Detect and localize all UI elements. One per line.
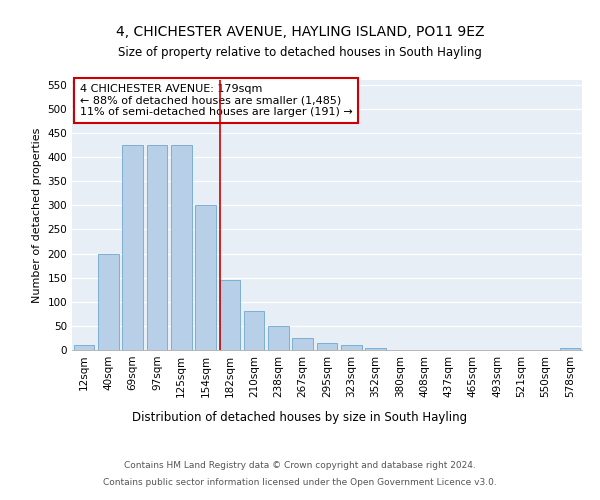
Text: Contains HM Land Registry data © Crown copyright and database right 2024.: Contains HM Land Registry data © Crown c… <box>124 460 476 469</box>
Bar <box>365 348 386 350</box>
Bar <box>220 280 240 350</box>
Bar <box>195 206 216 350</box>
Bar <box>171 145 191 350</box>
Bar <box>98 254 119 350</box>
Bar <box>317 343 337 350</box>
Bar <box>74 345 94 350</box>
Bar <box>244 312 265 350</box>
Bar <box>292 338 313 350</box>
Bar <box>341 345 362 350</box>
Text: 4, CHICHESTER AVENUE, HAYLING ISLAND, PO11 9EZ: 4, CHICHESTER AVENUE, HAYLING ISLAND, PO… <box>116 26 484 40</box>
Y-axis label: Number of detached properties: Number of detached properties <box>32 128 42 302</box>
Text: Distribution of detached houses by size in South Hayling: Distribution of detached houses by size … <box>133 411 467 424</box>
Text: Contains public sector information licensed under the Open Government Licence v3: Contains public sector information licen… <box>103 478 497 487</box>
Bar <box>560 348 580 350</box>
Bar <box>122 145 143 350</box>
Bar <box>146 145 167 350</box>
Bar <box>268 326 289 350</box>
Text: Size of property relative to detached houses in South Hayling: Size of property relative to detached ho… <box>118 46 482 59</box>
Text: 4 CHICHESTER AVENUE: 179sqm
← 88% of detached houses are smaller (1,485)
11% of : 4 CHICHESTER AVENUE: 179sqm ← 88% of det… <box>80 84 352 117</box>
